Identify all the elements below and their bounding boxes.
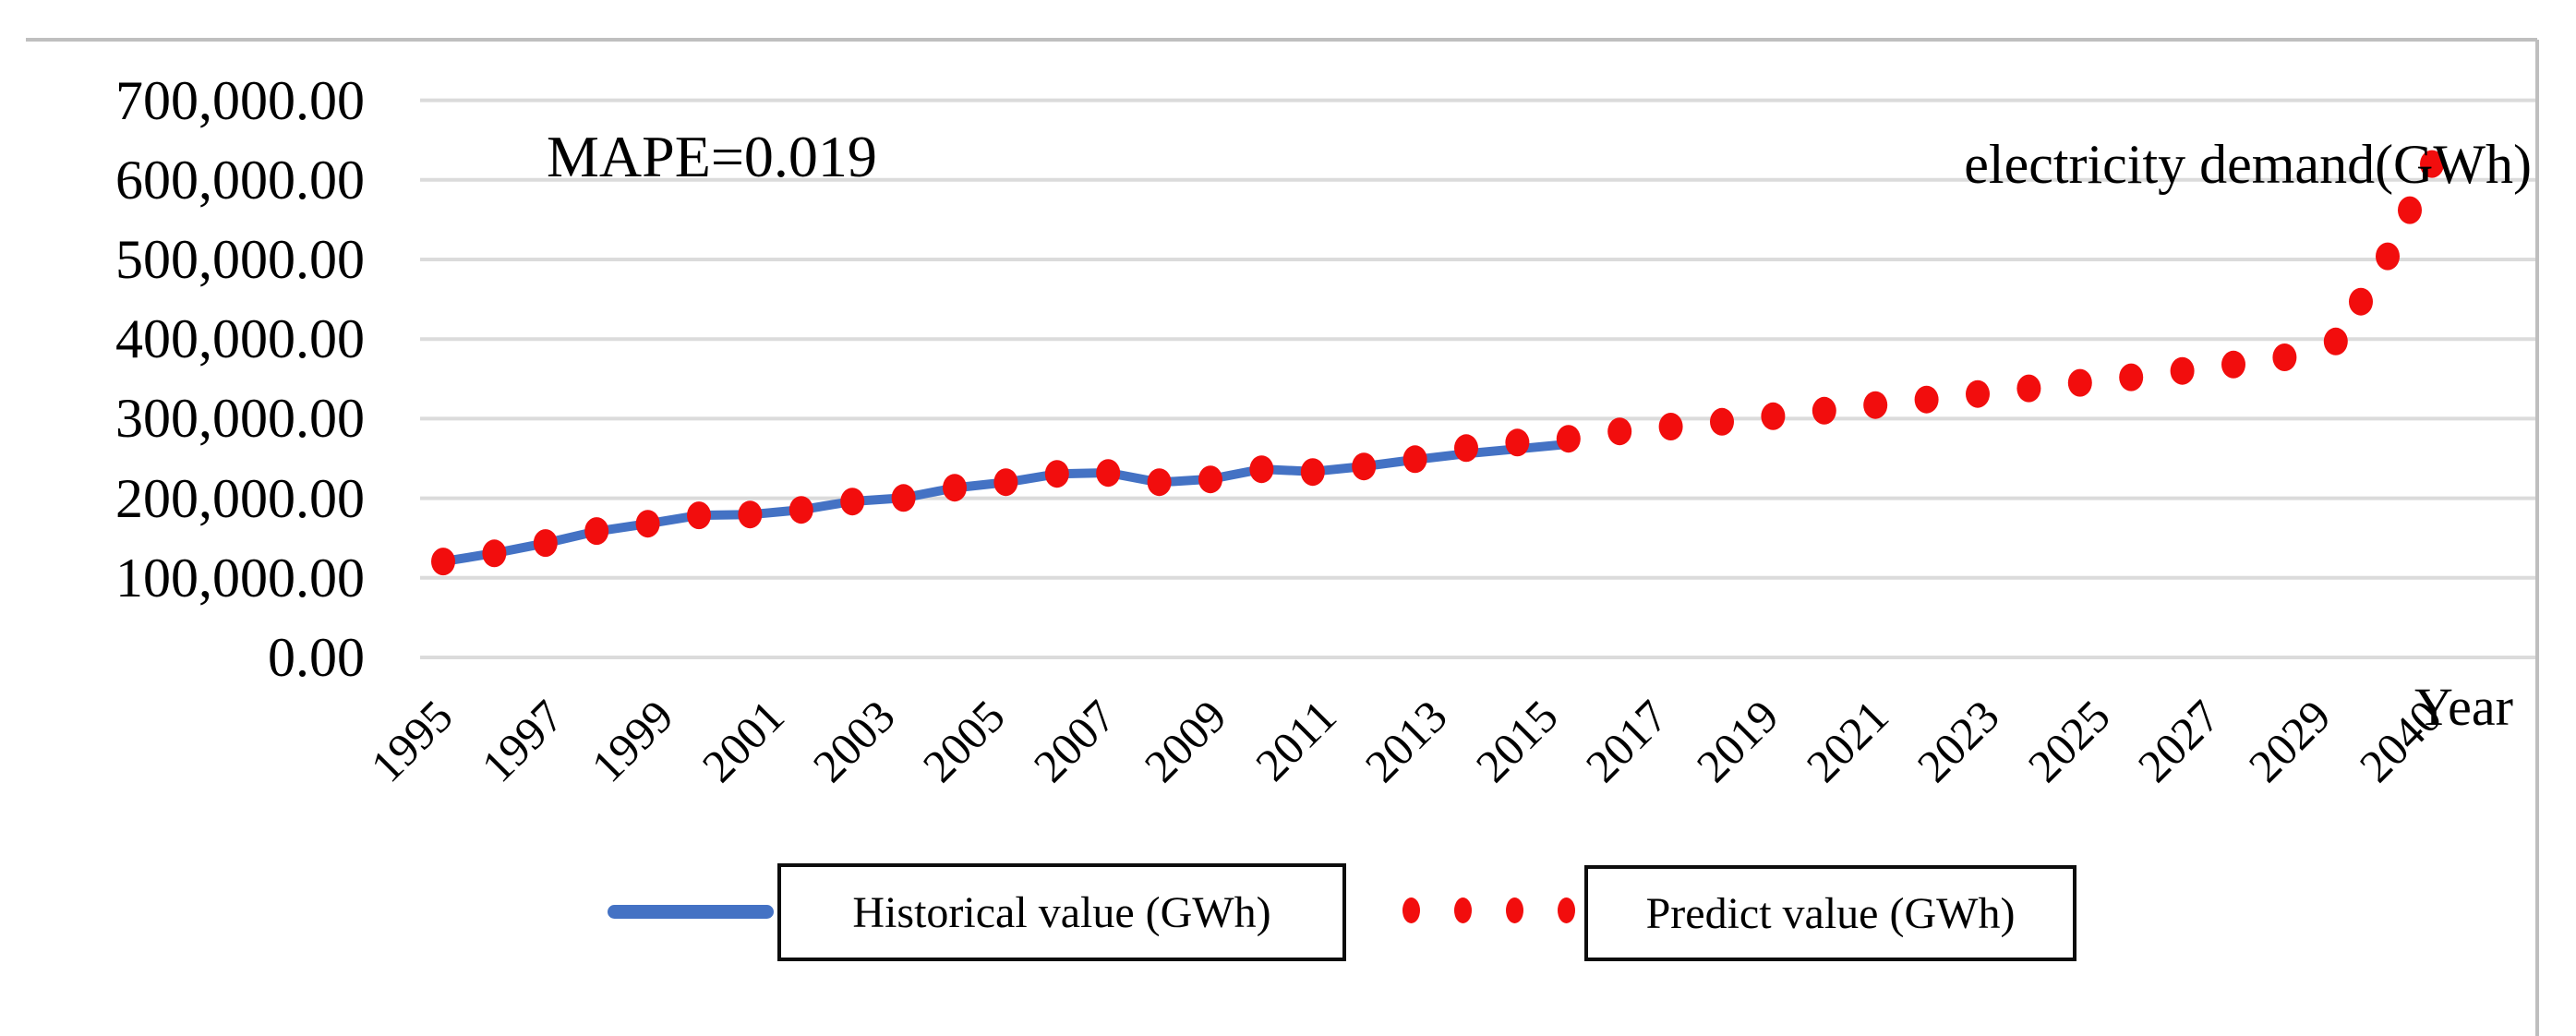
predict-dot (635, 510, 660, 538)
predict-dot (1454, 434, 1478, 463)
predict-dot (2349, 287, 2373, 316)
legend-dot (1506, 897, 1523, 923)
predict-dot (1966, 379, 1990, 408)
predict-dot (2323, 327, 2348, 355)
predict-dot (2119, 363, 2144, 392)
mape-annotation: MAPE=0.019 (547, 124, 877, 189)
predict-dot (1249, 455, 1274, 484)
predict-dot (1300, 458, 1325, 487)
predict-dot (482, 539, 507, 568)
predict-dot (2272, 343, 2297, 371)
y-tick-label: 700,000.00 (115, 69, 365, 131)
predict-dot (1556, 425, 1581, 453)
predict-dot (584, 517, 609, 546)
y-tick-label: 300,000.00 (115, 388, 365, 450)
predict-dot (2067, 368, 2092, 397)
predict-dot (687, 501, 711, 530)
predict-dot (1914, 385, 1939, 414)
y-tick-label: 600,000.00 (115, 149, 365, 211)
predict-dot (1710, 407, 1734, 436)
predict-dot (2376, 242, 2400, 271)
y-tick-label: 100,000.00 (115, 547, 365, 608)
y-tick-label: 400,000.00 (115, 308, 365, 370)
predict-dot (1812, 396, 1836, 425)
predict-dot (1607, 417, 1632, 446)
legend-line-swatch (608, 905, 774, 919)
y-tick-label: 0.00 (268, 627, 365, 688)
predict-dot (1402, 445, 1427, 474)
predict-dot (1761, 402, 1786, 430)
legend-label-historical: Historical value (GWh) (852, 887, 1271, 937)
y-axis-title: electricity demand(GWh) (1964, 134, 2532, 195)
legend-dot (1558, 897, 1575, 923)
predict-dot (1044, 460, 1069, 488)
predict-dot (2221, 350, 2245, 379)
y-tick-label: 200,000.00 (115, 467, 365, 529)
legend-label-predict: Predict value (GWh) (1645, 888, 2016, 938)
predict-dot (1147, 468, 1172, 497)
predict-dot (1198, 465, 1222, 494)
legend-dot (1454, 897, 1472, 923)
predict-dot (1096, 459, 1121, 488)
predict-dot (431, 548, 455, 576)
predict-dot (840, 488, 865, 516)
predict-dot (2170, 356, 2195, 385)
legend-item-historical: Historical value (GWh) (777, 863, 1346, 961)
predict-dot (2420, 150, 2444, 178)
predict-dot (1863, 391, 1888, 419)
predict-dot (993, 468, 1018, 497)
x-axis-title: Year (2414, 677, 2513, 737)
predict-dot (1505, 428, 1530, 457)
predict-dot (943, 474, 967, 502)
predict-dot (2398, 196, 2422, 224)
legend-item-predict: Predict value (GWh) (1584, 865, 2076, 961)
predict-dot (2016, 374, 2041, 403)
predict-dot (788, 496, 813, 524)
legend-dots-swatch (1402, 897, 1578, 925)
historical-line (439, 440, 1573, 567)
predict-dot (1352, 452, 1377, 481)
predict-dot (1658, 413, 1683, 440)
predict-dot (533, 529, 558, 558)
predict-dot (891, 484, 916, 512)
predict-dot (738, 500, 763, 529)
legend-dot (1402, 897, 1420, 923)
y-tick-label: 500,000.00 (115, 229, 365, 290)
